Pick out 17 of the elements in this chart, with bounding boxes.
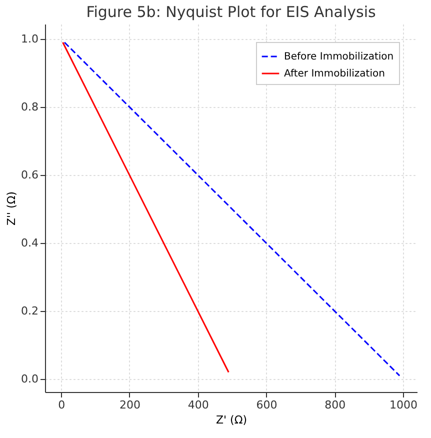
x-axis-title: Z' (Ω)	[216, 414, 248, 426]
y-tick-label: 0.8	[21, 100, 38, 114]
y-tick-label: 1.0	[21, 32, 38, 46]
y-tick-label: 0.4	[21, 236, 38, 250]
legend-label: After Immobilization	[284, 68, 385, 80]
y-tick-label: 0.0	[21, 372, 38, 386]
legend-label: Before Immobilization	[284, 52, 394, 62]
x-tick-label: 0	[58, 398, 66, 412]
y-tick-label: 0.6	[21, 168, 38, 182]
x-tick-label: 400	[188, 398, 209, 412]
x-tick-label: 600	[256, 398, 278, 412]
y-tick-label: 0.2	[21, 304, 38, 318]
x-tick-label: 200	[119, 398, 140, 412]
chart-title: Figure 5b: Nyquist Plot for EIS Analysis	[86, 3, 376, 21]
x-tick-label: 1000	[389, 398, 418, 412]
x-tick-label: 800	[324, 398, 346, 412]
y-axis-title: Z'' (Ω)	[5, 191, 18, 226]
